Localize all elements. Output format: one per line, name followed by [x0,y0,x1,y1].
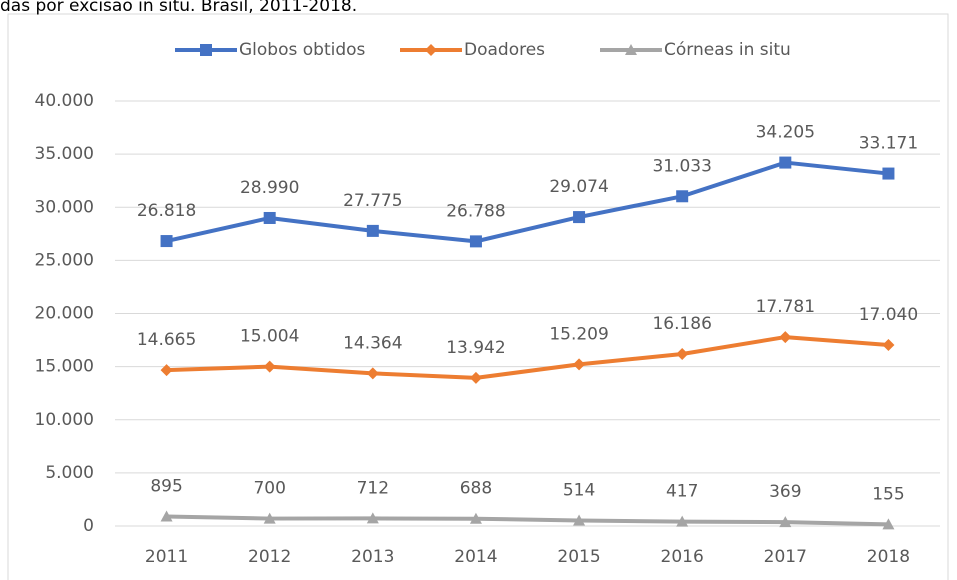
data-label: 28.990 [240,178,299,198]
marker [425,44,437,56]
marker [366,512,379,524]
marker [882,338,895,351]
marker [882,518,895,530]
data-label: 26.818 [137,201,196,221]
marker [882,167,895,180]
data-label: 13.942 [446,338,505,358]
data-label: 15.004 [240,327,299,347]
y-tick-label: 0 [83,516,94,536]
marker [779,516,792,528]
marker [779,156,792,169]
y-tick-label: 40.000 [35,91,94,111]
data-label: 712 [357,478,389,498]
marker [160,510,173,522]
chart-frame [7,13,949,580]
y-tick-label: 30.000 [35,197,94,217]
marker [469,235,482,248]
marker [573,358,586,371]
marker [676,190,689,203]
marker [469,371,482,384]
marker [676,348,689,361]
marker [573,211,586,224]
chart-title: das por excisão in situ. Brasil, 2011-20… [0,0,357,16]
data-label: 15.209 [549,324,608,344]
data-label: 33.171 [859,134,918,154]
marker [366,367,379,380]
y-tick-label: 35.000 [35,144,94,164]
data-label: 369 [769,482,801,502]
data-label: 155 [872,484,904,504]
x-tick-label: 2012 [248,547,291,567]
data-label: 514 [563,481,595,501]
data-label: 17.781 [756,297,815,317]
marker [263,360,276,373]
y-tick-label: 25.000 [35,250,94,270]
data-label: 700 [253,479,285,499]
data-label: 14.665 [137,330,196,350]
marker [779,331,792,344]
data-label: 27.775 [343,191,402,211]
legend-label: Doadores [464,40,545,60]
data-label: 17.040 [859,305,918,325]
data-label: 14.364 [343,333,402,353]
series-line [166,514,889,527]
marker [160,364,173,377]
marker [263,211,276,224]
marker [469,512,482,524]
x-tick-label: 2018 [867,547,910,567]
y-tick-label: 10.000 [35,410,94,430]
x-tick-label: 2016 [661,547,704,567]
marker [263,512,276,524]
legend-label: Córneas in situ [664,40,791,60]
data-label: 31.033 [652,156,711,176]
x-tick-label: 2013 [351,547,394,567]
x-tick-label: 2015 [557,547,600,567]
legend-label: Globos obtidos [239,40,366,60]
marker [573,514,586,526]
data-label: 16.186 [652,314,711,334]
x-tick-label: 2011 [145,547,188,567]
data-label: 26.788 [446,201,505,221]
x-tick-label: 2017 [764,547,807,567]
data-label: 688 [460,479,492,499]
marker [676,515,689,527]
data-label: 29.074 [549,177,608,197]
y-tick-label: 20.000 [35,304,94,324]
data-label: 34.205 [756,123,815,143]
marker [160,235,173,248]
data-label: 417 [666,482,698,502]
marker [625,44,637,55]
marker [366,224,379,237]
marker [200,44,212,56]
series-line [166,335,889,380]
x-tick-label: 2014 [454,547,497,567]
y-tick-label: 5.000 [45,463,94,483]
y-tick-label: 15.000 [35,357,94,377]
data-label: 895 [150,476,182,496]
series-line [166,160,889,244]
